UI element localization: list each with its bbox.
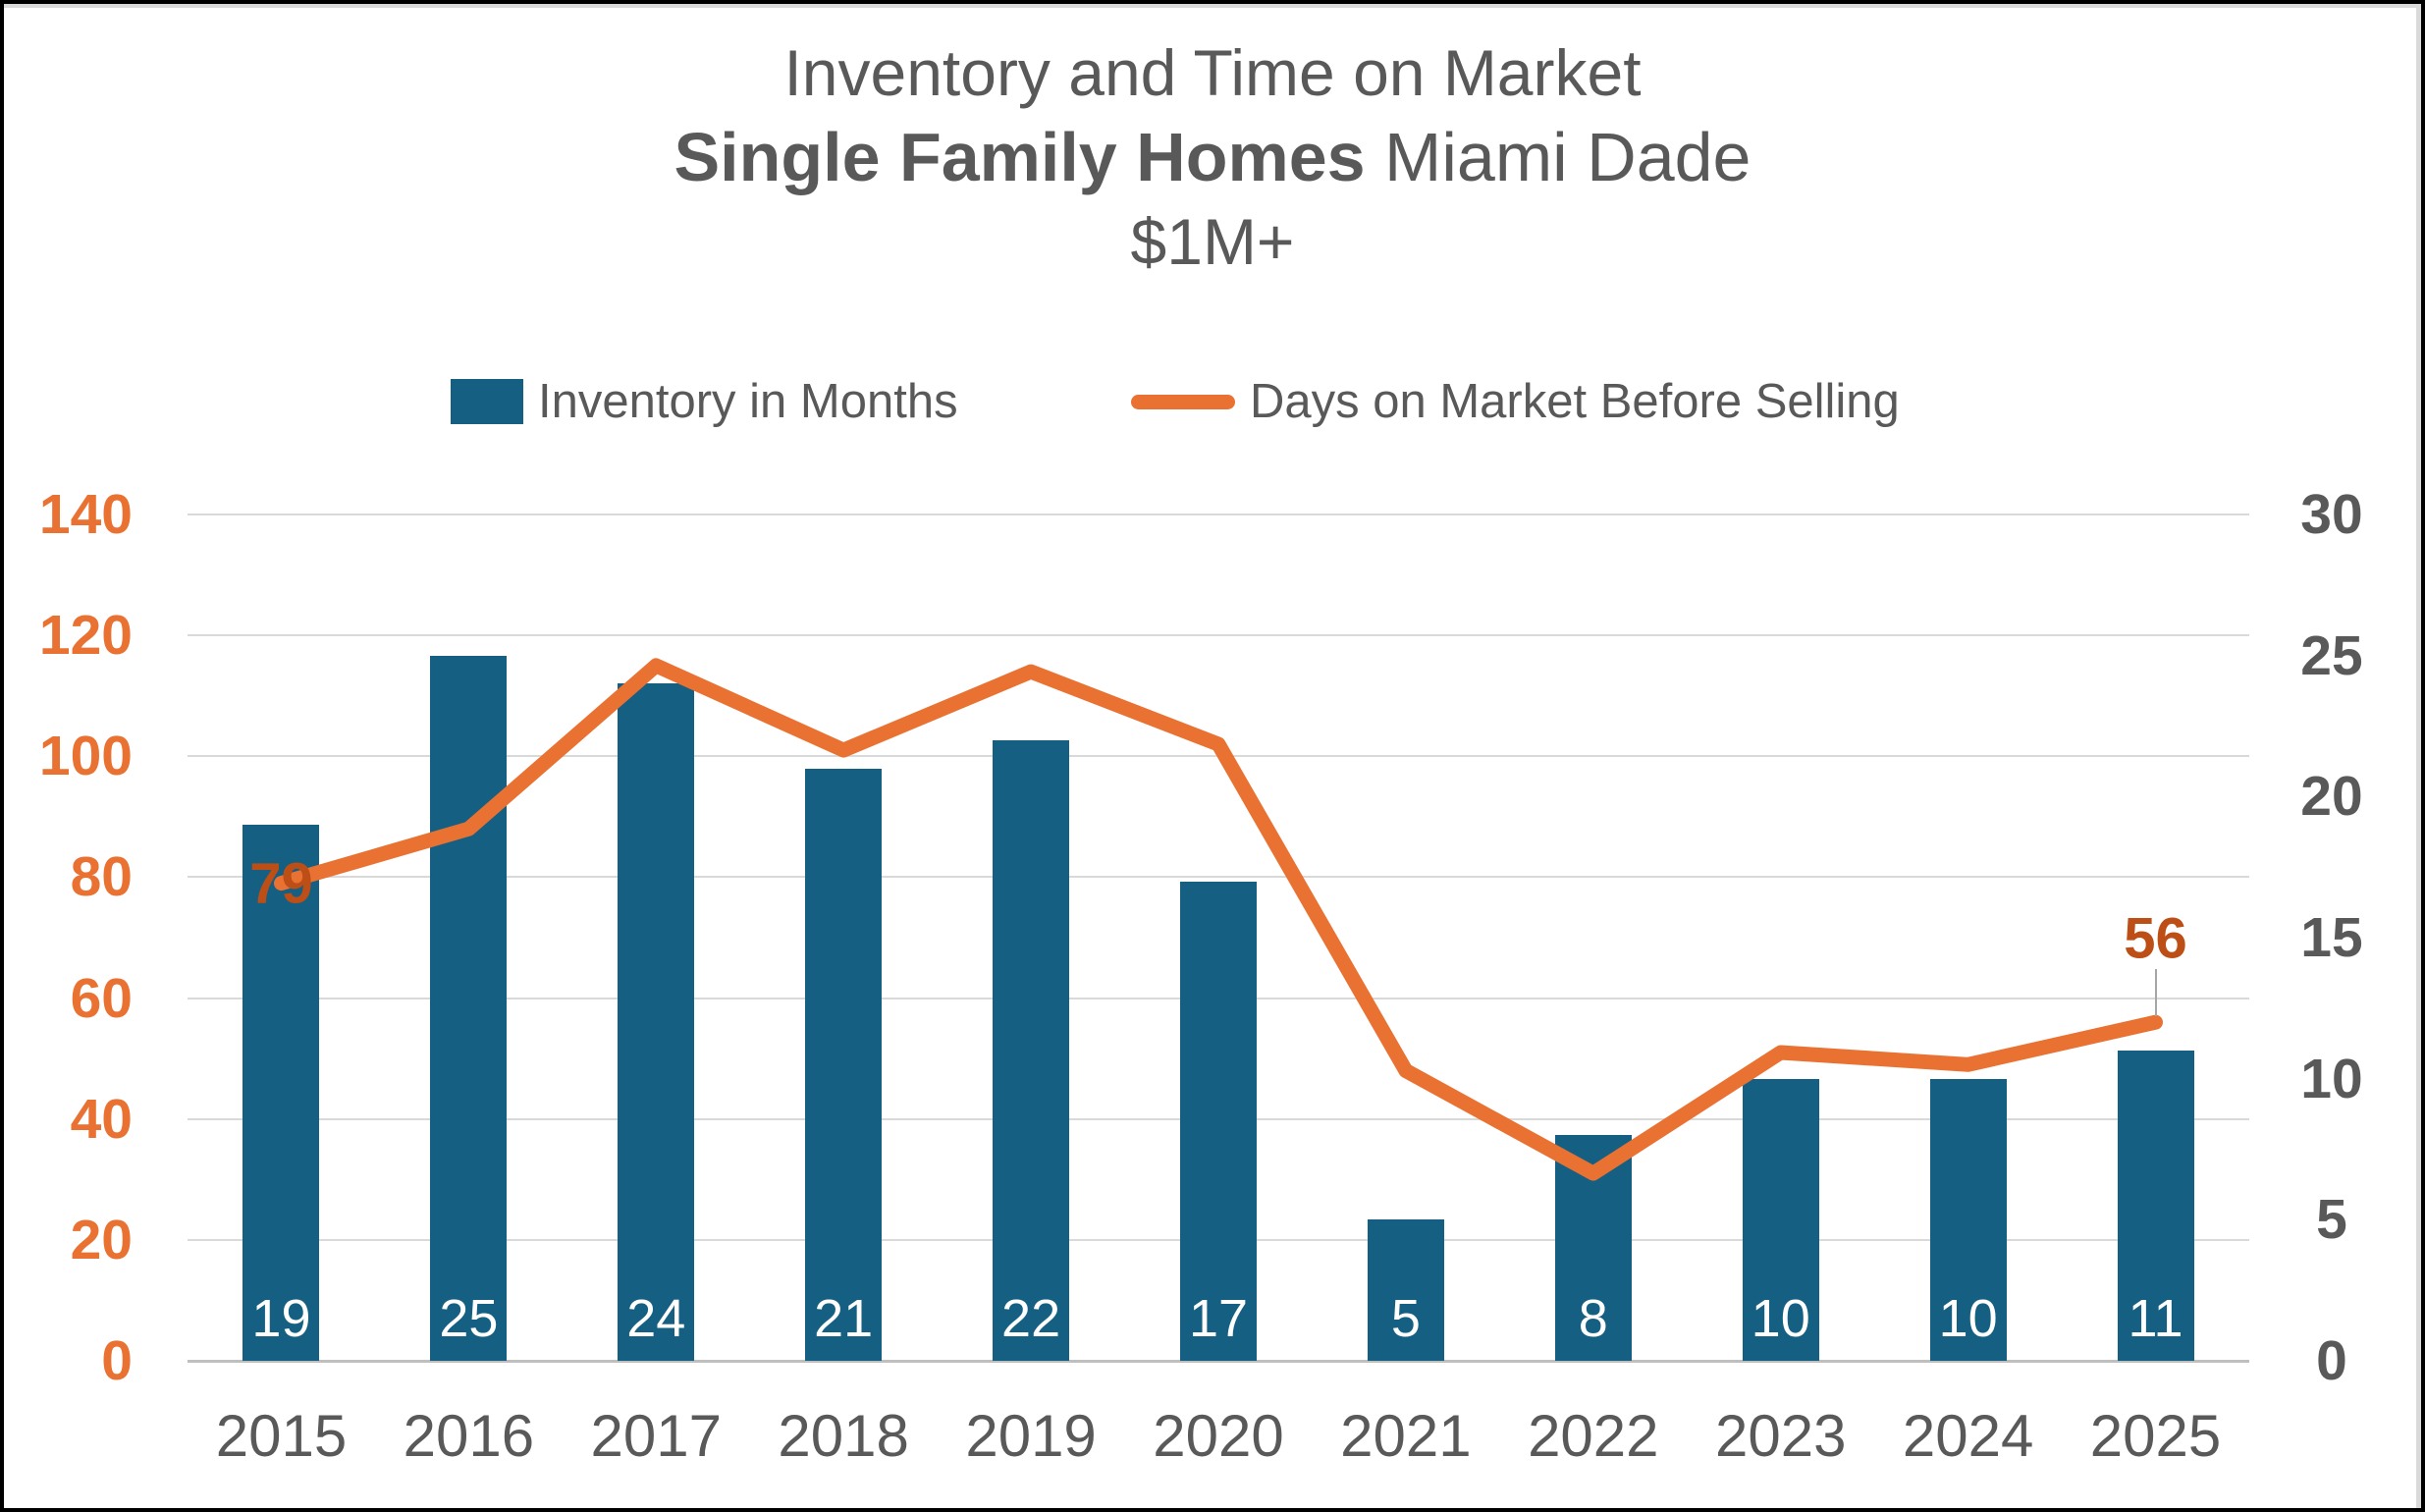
line-data-label-2025: 56 [2124,906,2187,971]
bar-value-label: 10 [1938,1289,1998,1348]
left-axis-tick-label: 120 [38,604,133,668]
chart-title-line2: Single Family Homes Miami Dade [4,114,2421,200]
legend-item-inventory: Inventory in Months [451,373,958,430]
gridline [188,876,2249,879]
bar-2023: 10 [1742,1078,1819,1361]
frame-inner-edge-right [2416,4,2421,1508]
bar-2025: 11 [2117,1050,2194,1361]
bar-value-label: 19 [251,1289,311,1348]
x-axis-label-2021: 2021 [1340,1403,1472,1469]
frame-inner-edge-top [4,4,2421,8]
right-axis-tick-label: 0 [2316,1329,2347,1392]
plot-area: 19 25 24 21 22 17 5 8 10 10 11 79 56 [188,513,2249,1363]
bar-2017: 24 [618,683,695,1361]
x-axis-label-2020: 2020 [1153,1403,1284,1469]
bar-value-label: 22 [1001,1289,1061,1348]
bar-2021: 5 [1367,1219,1444,1361]
days-on-market-line [274,658,2163,1181]
left-axis-tick-label: 0 [101,1329,133,1392]
right-axis-tick-label: 10 [2300,1047,2363,1110]
x-axis-label-2016: 2016 [403,1403,535,1469]
x-axis-line [188,1360,2249,1363]
chart-title-line2-rest: Miami Dade [1365,119,1751,195]
x-axis-label-2022: 2022 [1528,1403,1659,1469]
bar-value-label: 5 [1390,1289,1421,1348]
chart-title-line3: $1M+ [1130,205,1295,278]
bar-value-label: 8 [1578,1289,1608,1348]
left-axis-tick-label: 60 [70,966,133,1030]
bar-2024: 10 [1929,1078,2007,1361]
bar-2019: 22 [993,739,1070,1361]
left-axis-tick-label: 20 [70,1208,133,1271]
chart-title-line1: Inventory and Time on Market [783,36,1642,109]
bar-value-label: 11 [2128,1289,2183,1348]
right-axis-tick-label: 15 [2300,906,2363,969]
line-data-label-2015: 79 [249,851,313,916]
legend-label: Days on Market Before Selling [1250,375,1900,428]
right-axis-tick-label: 5 [2316,1188,2347,1252]
right-axis-tick-label: 30 [2300,483,2363,546]
x-axis-label-2017: 2017 [590,1403,722,1469]
left-axis-tick-label: 140 [38,483,133,546]
right-axis-tick-label: 20 [2300,765,2363,829]
x-axis-label-2025: 2025 [2089,1403,2222,1469]
x-axis-label-2023: 2023 [1714,1403,1847,1469]
gridline [188,634,2249,637]
chart-title: Inventory and Time on Market Single Fami… [4,31,2421,283]
bar-value-label: 17 [1188,1289,1249,1348]
bar-value-label: 24 [626,1289,686,1348]
bar-2018: 21 [805,768,883,1361]
x-axis-label-2019: 2019 [965,1403,1097,1469]
bar-2020: 17 [1180,881,1257,1361]
x-axis-label-2024: 2024 [1902,1403,2034,1469]
left-axis: 0 20 40 60 80 100 120 140 [4,483,133,1392]
label-leader-line [2154,969,2157,1017]
bar-2016: 25 [430,655,508,1361]
left-axis-tick-label: 100 [38,725,133,788]
chart-title-line2-bold: Single Family Homes [674,119,1366,195]
left-axis-tick-label: 80 [70,845,133,909]
x-axis: 2015 2016 2017 2018 2019 2020 2021 2022 2023 2024… [188,1400,2249,1488]
bar-value-label: 10 [1751,1289,1810,1348]
bar-value-label: 25 [439,1289,499,1348]
line-path [274,658,2163,1181]
line-series-swatch-icon [1131,394,1235,409]
x-axis-label-2015: 2015 [215,1403,348,1469]
bar-series-swatch-icon [451,379,523,424]
right-axis-tick-label: 25 [2300,623,2363,687]
bar-2015: 19 [242,825,320,1361]
left-axis-tick-label: 40 [70,1087,133,1151]
legend-label: Inventory in Months [538,375,958,428]
bar-value-label: 21 [814,1289,874,1348]
x-axis-label-2018: 2018 [778,1403,909,1469]
right-axis: 0 5 10 15 20 25 30 [2278,483,2386,1392]
gridline [188,513,2249,515]
legend-item-days-on-market: Days on Market Before Selling [1131,373,1900,430]
